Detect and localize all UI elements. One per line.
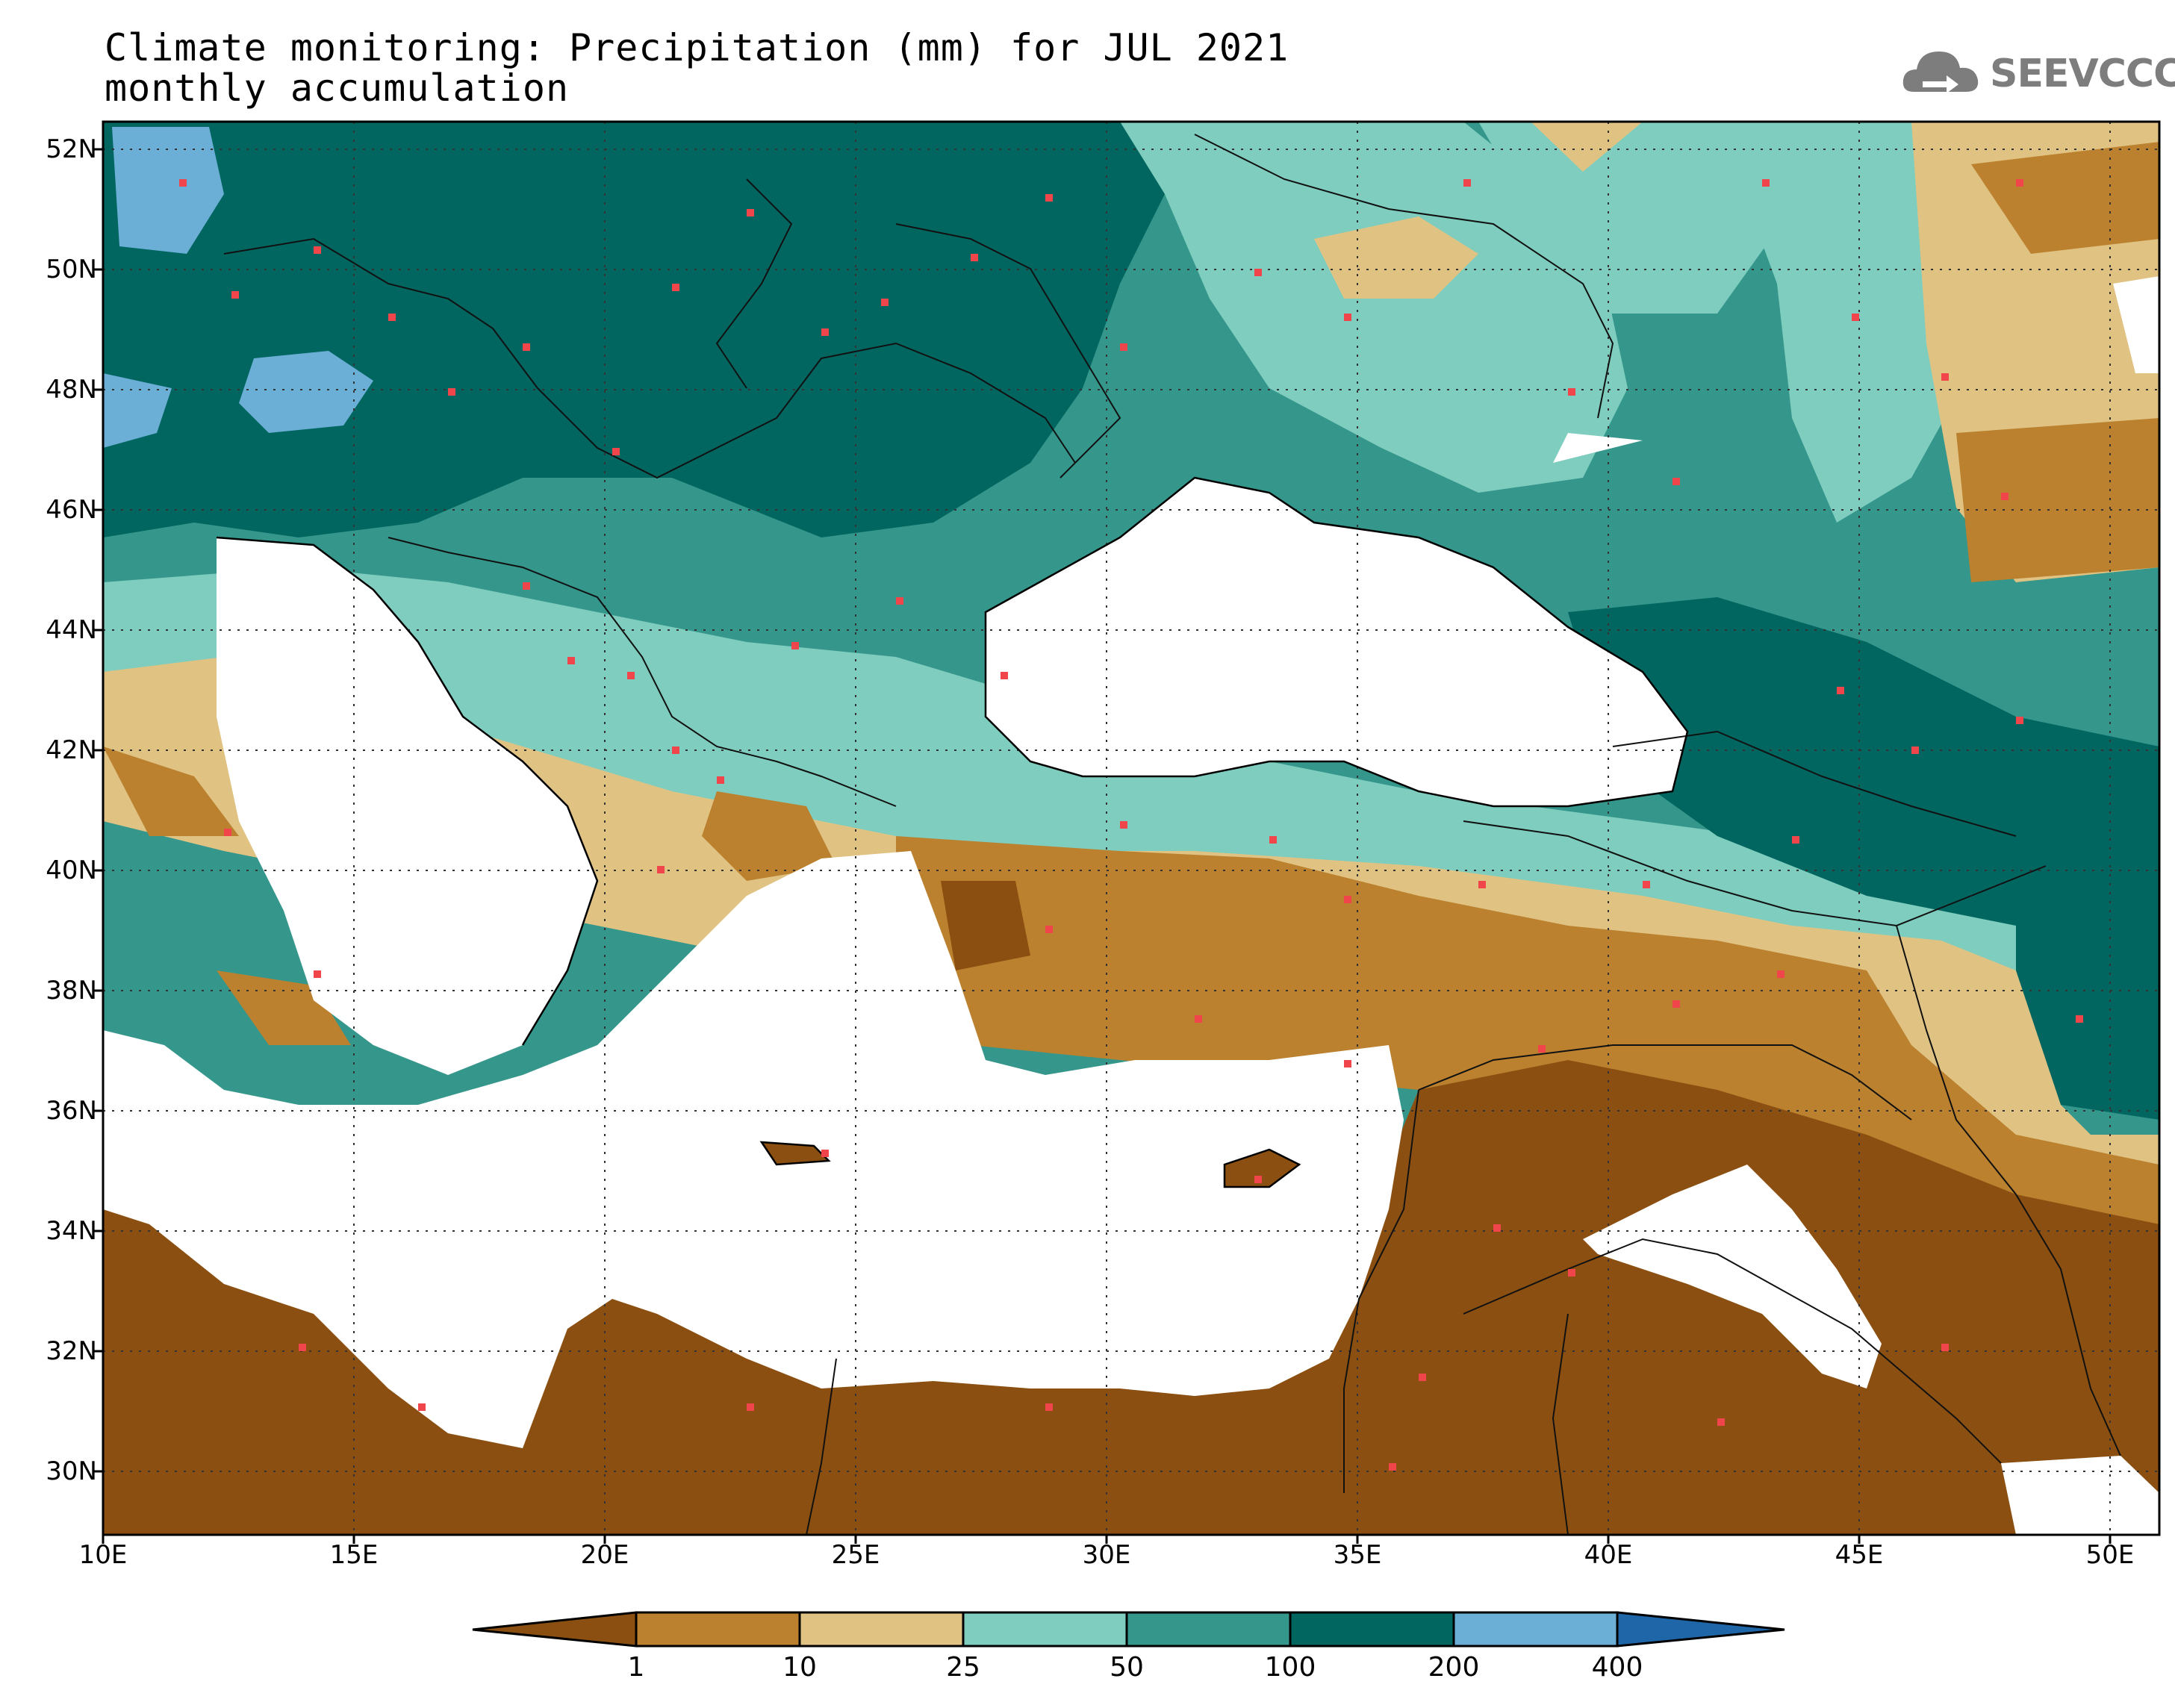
logo-text: SEEVCCC [1990,52,2175,96]
axis-ticks [94,148,2112,1544]
lon-label: 45E [1835,1540,1884,1570]
precipitation-field [103,122,2159,1535]
lat-label: 48N [46,375,97,405]
lat-label: 44N [46,615,97,645]
lon-label: 15E [329,1540,379,1570]
colorbar-label: 200 [1428,1652,1480,1683]
map-title: Climate monitoring: Precipitation (mm) f… [105,26,1289,69]
lon-label: 10E [78,1540,128,1570]
colorbar-label: 25 [946,1652,980,1683]
colorbar-label: 10 [782,1652,817,1683]
lat-label: 42N [46,735,97,765]
lat-label: 40N [46,855,97,885]
colorbar-label: 50 [1110,1652,1144,1683]
colorbar-label: 400 [1591,1652,1643,1683]
lon-label: 20E [580,1540,629,1570]
lat-label: 34N [46,1216,97,1246]
map-frame [102,120,2161,1536]
lat-label: 30N [46,1456,97,1486]
colorbar-label: 1 [627,1652,645,1683]
colorbar-label: 100 [1264,1652,1316,1683]
colorbar [472,1611,1785,1648]
map-subtitle: monthly accumulation [105,66,570,110]
lat-label: 50N [46,255,97,284]
seevccc-logo: SEEVCCC [1900,41,2175,108]
lat-label: 32N [46,1336,97,1366]
coastlines [216,476,1689,1188]
lon-label: 25E [831,1540,880,1570]
graticule [103,122,2159,1535]
station-markers [179,179,2083,1471]
lon-label: 35E [1333,1540,1382,1570]
lat-label: 36N [46,1096,97,1126]
lon-label: 30E [1082,1540,1131,1570]
lat-label: 38N [46,976,97,1006]
lat-label: 46N [46,495,97,525]
lat-label: 52N [46,134,97,164]
lon-label: 40E [1584,1540,1633,1570]
cloud-arrow-icon [1902,52,1979,93]
lon-label: 50E [2085,1540,2135,1570]
country-borders [223,134,2121,1535]
